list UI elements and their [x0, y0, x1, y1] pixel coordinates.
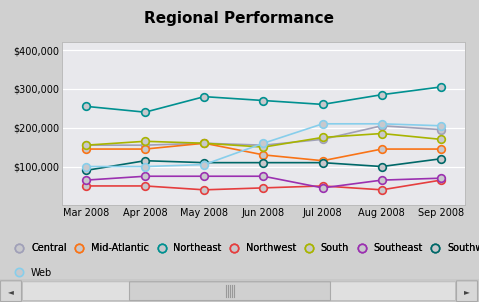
Mid-Atlantic — [438, 147, 444, 151]
South — [320, 136, 326, 139]
Central — [320, 137, 326, 141]
Line: Central: Central — [82, 122, 445, 149]
Line: Northeast: Northeast — [82, 83, 445, 116]
Southeast — [438, 176, 444, 180]
Southeast — [83, 178, 89, 182]
Line: Northwest: Northwest — [82, 176, 445, 194]
Line: South: South — [82, 130, 445, 151]
Web — [379, 122, 385, 126]
Mid-Atlantic — [320, 159, 326, 162]
FancyBboxPatch shape — [456, 281, 478, 301]
Northeast — [261, 99, 266, 102]
Southeast — [261, 175, 266, 178]
Southwest — [83, 169, 89, 172]
Northeast — [438, 85, 444, 89]
Line: Southeast: Southeast — [82, 172, 445, 192]
Southwest — [320, 161, 326, 165]
Northwest — [320, 184, 326, 188]
Northeast — [320, 103, 326, 106]
Northeast — [142, 110, 148, 114]
FancyBboxPatch shape — [0, 281, 22, 301]
FancyBboxPatch shape — [23, 282, 456, 300]
South — [379, 132, 385, 135]
Northeast — [201, 95, 207, 98]
Southeast — [320, 186, 326, 190]
Central — [83, 143, 89, 147]
South — [261, 145, 266, 149]
Web — [142, 165, 148, 168]
Mid-Atlantic — [261, 153, 266, 157]
South — [142, 140, 148, 143]
Central — [261, 143, 266, 147]
Text: Regional Performance: Regional Performance — [145, 11, 334, 26]
Web — [320, 122, 326, 126]
South — [438, 137, 444, 141]
Northwest — [142, 184, 148, 188]
Web — [438, 124, 444, 127]
Northwest — [438, 178, 444, 182]
Northeast — [83, 104, 89, 108]
Central — [142, 143, 148, 147]
Line: Web: Web — [82, 120, 445, 170]
Northeast — [379, 93, 385, 97]
Northwest — [83, 184, 89, 188]
Text: ◄: ◄ — [8, 287, 14, 296]
Mid-Atlantic — [201, 141, 207, 145]
South — [201, 141, 207, 145]
Northwest — [261, 186, 266, 190]
Northwest — [201, 188, 207, 192]
Southwest — [261, 161, 266, 165]
Southwest — [379, 165, 385, 168]
Mid-Atlantic — [379, 147, 385, 151]
Central — [201, 141, 207, 145]
Mid-Atlantic — [142, 147, 148, 151]
Web — [261, 141, 266, 145]
Southwest — [438, 157, 444, 161]
Mid-Atlantic — [83, 147, 89, 151]
South — [83, 143, 89, 147]
Line: Mid-Atlantic: Mid-Atlantic — [82, 140, 445, 165]
Southeast — [201, 175, 207, 178]
Web — [83, 165, 89, 168]
Legend: Central, Mid-Atlantic, Northeast, Northwest, South, Southeast, Southwest: Central, Mid-Atlantic, Northeast, Northw… — [10, 243, 479, 253]
Central — [438, 128, 444, 131]
Web — [201, 163, 207, 166]
Legend: Web: Web — [10, 268, 52, 278]
Southeast — [379, 178, 385, 182]
Central — [379, 124, 385, 127]
Line: Southwest: Southwest — [82, 155, 445, 174]
Southeast — [142, 175, 148, 178]
Southwest — [201, 161, 207, 165]
Southwest — [142, 159, 148, 162]
Text: ►: ► — [464, 287, 470, 296]
Northwest — [379, 188, 385, 192]
FancyBboxPatch shape — [129, 282, 331, 300]
